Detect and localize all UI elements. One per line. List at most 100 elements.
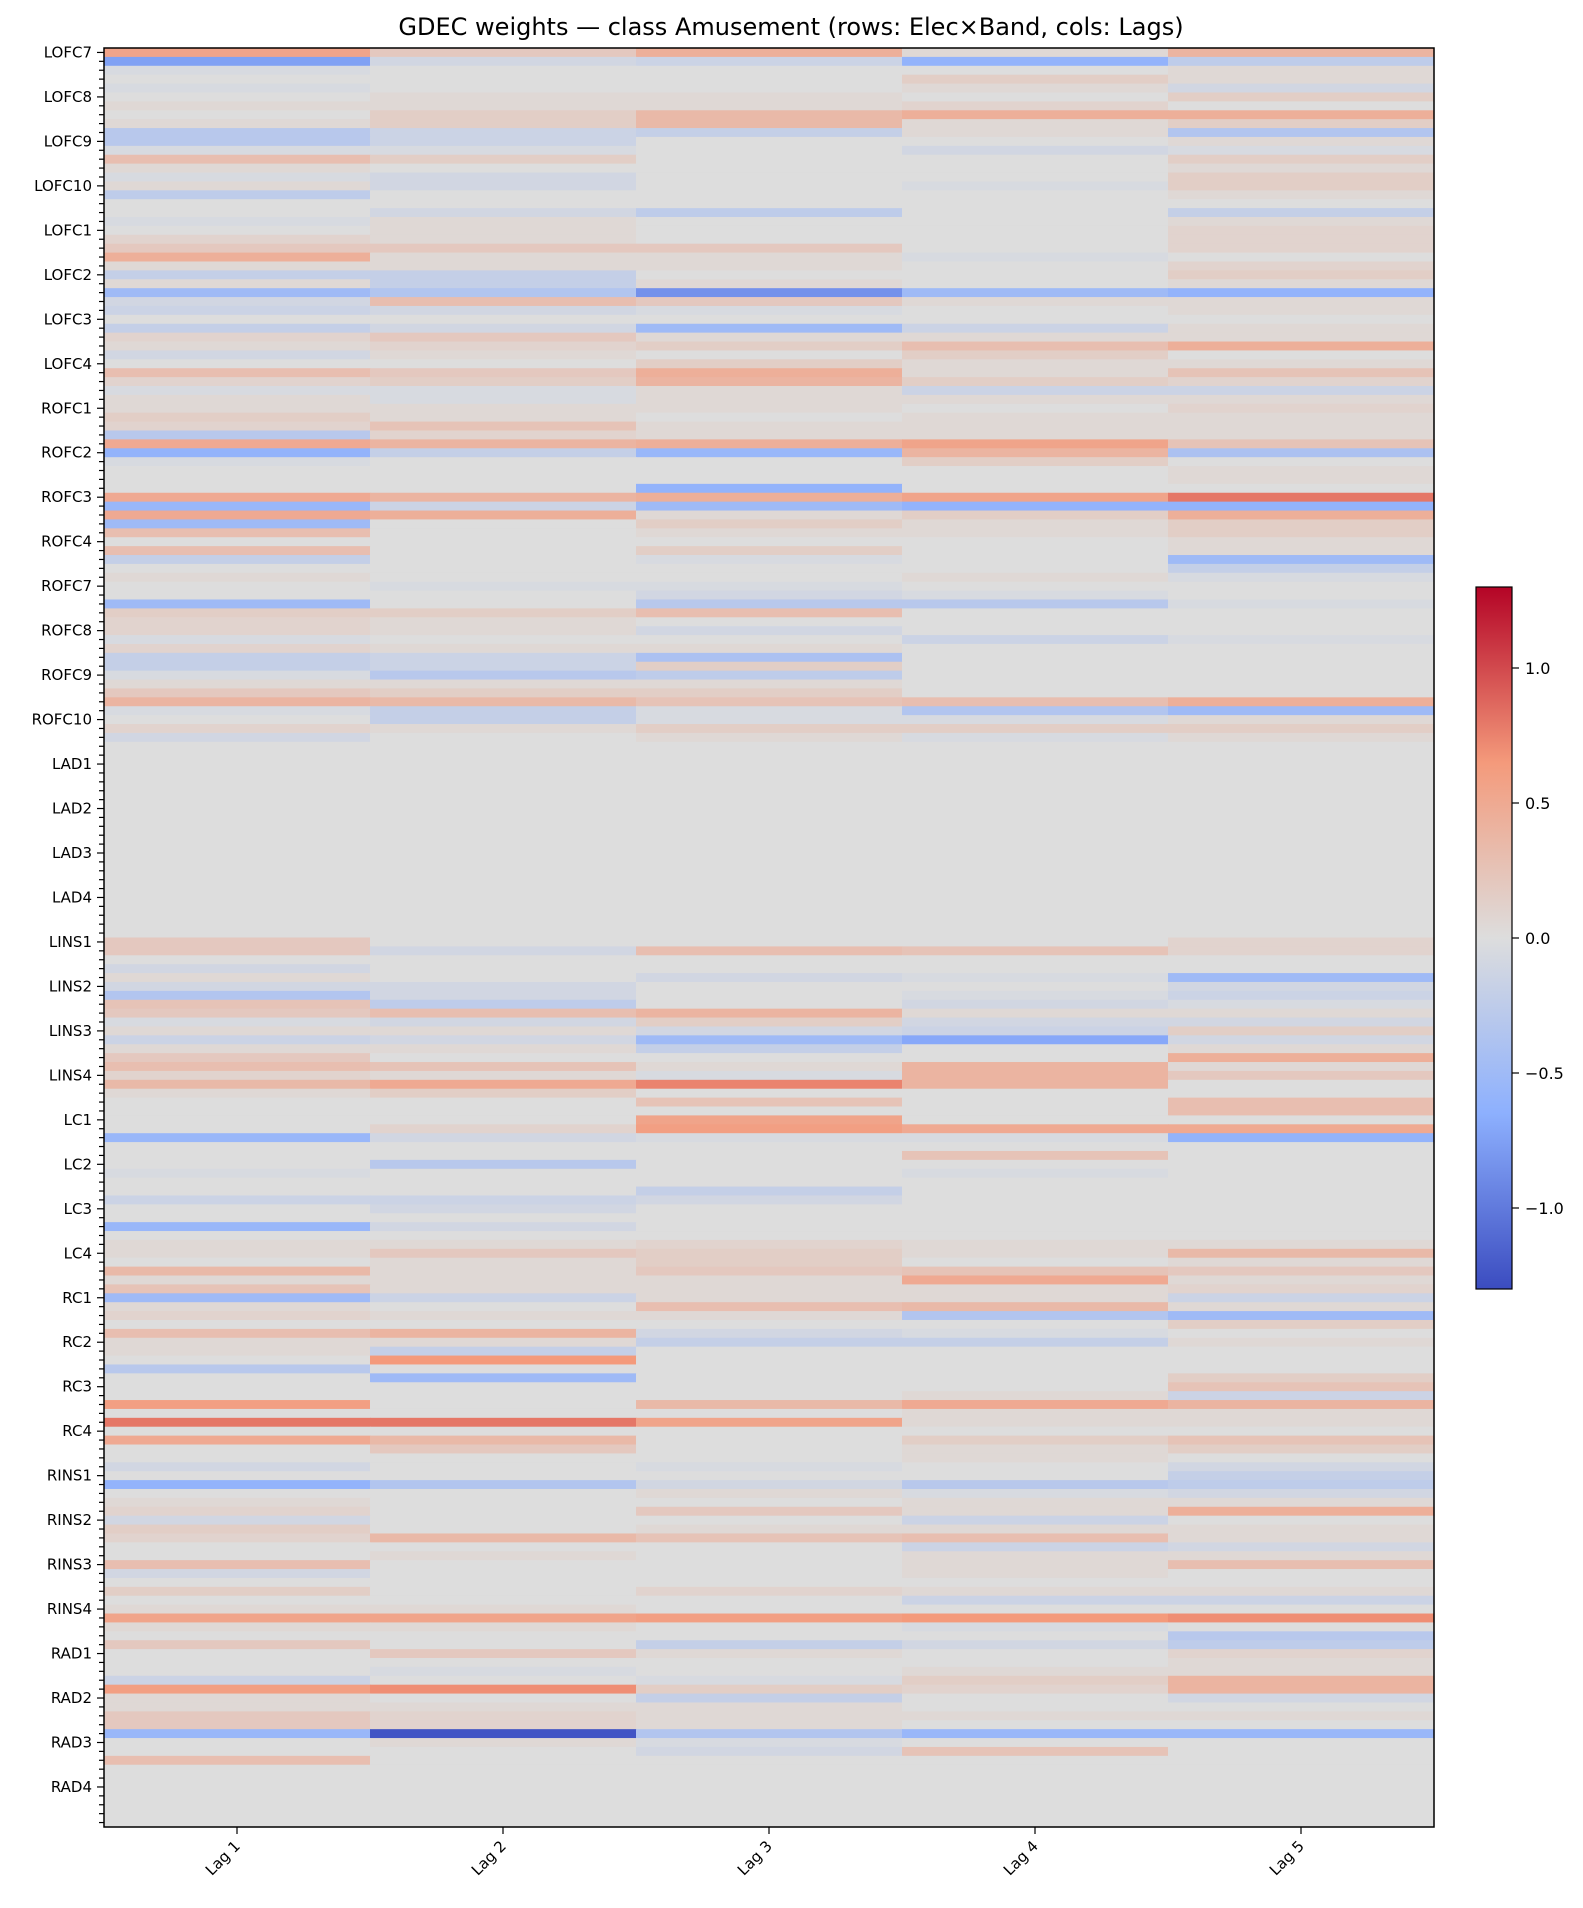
heatmap-cell xyxy=(1168,279,1435,289)
heatmap-cell xyxy=(636,608,903,618)
heatmap-cell xyxy=(902,1275,1169,1285)
heatmap-cell xyxy=(104,65,371,76)
heatmap-cell xyxy=(636,590,903,601)
heatmap-cell xyxy=(902,1088,1169,1099)
heatmap-cell xyxy=(104,1391,371,1401)
heatmap-cell xyxy=(370,119,637,129)
heatmap-cell xyxy=(902,1346,1169,1357)
heatmap-cell xyxy=(370,1408,637,1419)
heatmap-cell xyxy=(104,208,371,218)
heatmap-cell xyxy=(104,1444,371,1454)
heatmap-cell xyxy=(636,537,903,547)
heatmap-cell xyxy=(104,510,371,521)
heatmap-cell xyxy=(636,759,903,770)
heatmap-cell xyxy=(370,1373,637,1383)
heatmap-cell xyxy=(1168,1497,1435,1508)
x-tick-label: Lag 5 xyxy=(1266,1837,1308,1879)
heatmap-cell xyxy=(370,1070,637,1081)
heatmap-cell xyxy=(1168,777,1435,787)
heatmap-cell xyxy=(636,884,903,894)
heatmap-cell xyxy=(1168,1666,1435,1677)
colorbar-tick-label: 0.0 xyxy=(1525,929,1550,948)
heatmap-cell xyxy=(636,377,903,387)
heatmap-cell xyxy=(902,1738,1169,1748)
heatmap-cell xyxy=(636,1462,903,1472)
heatmap-cell xyxy=(636,1017,903,1028)
heatmap-cell xyxy=(636,1222,903,1232)
heatmap-cell xyxy=(636,119,903,129)
heatmap-cell xyxy=(636,732,903,743)
heatmap-cell xyxy=(370,901,637,912)
heatmap-cell xyxy=(370,1257,637,1268)
heatmap-cell xyxy=(1168,661,1435,672)
heatmap-cell xyxy=(370,741,637,752)
heatmap-cell xyxy=(636,1595,903,1606)
heatmap-cell xyxy=(902,1551,1169,1561)
heatmap-cell xyxy=(370,910,637,921)
heatmap-cell xyxy=(636,1053,903,1063)
heatmap-cell xyxy=(902,1213,1169,1223)
heatmap-cell xyxy=(104,1070,371,1081)
heatmap-cell xyxy=(370,973,637,983)
heatmap-cell xyxy=(902,1293,1169,1303)
heatmap-cell xyxy=(370,483,637,494)
heatmap-cell xyxy=(636,92,903,102)
heatmap-cell xyxy=(902,1017,1169,1028)
heatmap-cell xyxy=(1168,1400,1435,1410)
heatmap-cell xyxy=(1168,1693,1435,1704)
y-tick-label: RC4 xyxy=(62,1422,92,1440)
heatmap-cell xyxy=(370,1746,637,1757)
heatmap-cell xyxy=(370,163,637,174)
heatmap-cell xyxy=(636,1675,903,1686)
heatmap-cell xyxy=(902,394,1169,405)
heatmap-cell xyxy=(104,457,371,467)
heatmap-cell xyxy=(636,519,903,529)
heatmap-cell xyxy=(1168,581,1435,592)
heatmap-cell xyxy=(104,145,371,156)
heatmap-cell xyxy=(370,1542,637,1552)
heatmap-cell xyxy=(902,1755,1169,1766)
heatmap-cell xyxy=(370,875,637,885)
heatmap-cell xyxy=(636,1666,903,1677)
heatmap-cell xyxy=(104,1008,371,1019)
heatmap-cell xyxy=(1168,546,1435,556)
heatmap-cell xyxy=(370,546,637,556)
heatmap-cell xyxy=(636,555,903,565)
heatmap-cell xyxy=(636,1355,903,1366)
heatmap-cell xyxy=(902,1311,1169,1321)
heatmap-cell xyxy=(902,1053,1169,1063)
heatmap-cell xyxy=(370,555,637,565)
heatmap-cell xyxy=(1168,1213,1435,1223)
heatmap-cell xyxy=(902,1426,1169,1437)
heatmap-cell xyxy=(1168,688,1435,698)
heatmap-cell xyxy=(1168,964,1435,974)
heatmap-cell xyxy=(104,1355,371,1366)
heatmap-cell xyxy=(902,563,1169,574)
heatmap-cell xyxy=(636,1044,903,1054)
heatmap-cell xyxy=(902,546,1169,556)
heatmap-cell xyxy=(104,190,371,200)
heatmap-cell xyxy=(104,804,371,814)
heatmap-cell xyxy=(1168,679,1435,690)
heatmap-cell xyxy=(902,555,1169,565)
heatmap-cell xyxy=(1168,154,1435,165)
heatmap-cell xyxy=(902,1266,1169,1277)
heatmap-cell xyxy=(104,1693,371,1704)
heatmap-cell xyxy=(636,563,903,574)
heatmap-cell xyxy=(902,866,1169,876)
heatmap-cell xyxy=(636,955,903,965)
heatmap-cell xyxy=(370,679,637,690)
heatmap-cell xyxy=(104,999,371,1010)
heatmap-cell xyxy=(104,1622,371,1632)
heatmap-cell xyxy=(1168,804,1435,814)
heatmap-cell xyxy=(370,1782,637,1793)
heatmap-cell xyxy=(370,377,637,387)
heatmap-cell xyxy=(1168,92,1435,102)
heatmap-cell xyxy=(902,1035,1169,1045)
heatmap-cell xyxy=(104,670,371,681)
heatmap-cell xyxy=(636,1124,903,1134)
y-tick-label: RINS2 xyxy=(47,1511,92,1529)
heatmap-cell xyxy=(370,1649,637,1659)
y-tick-label: LOFC3 xyxy=(44,310,92,328)
